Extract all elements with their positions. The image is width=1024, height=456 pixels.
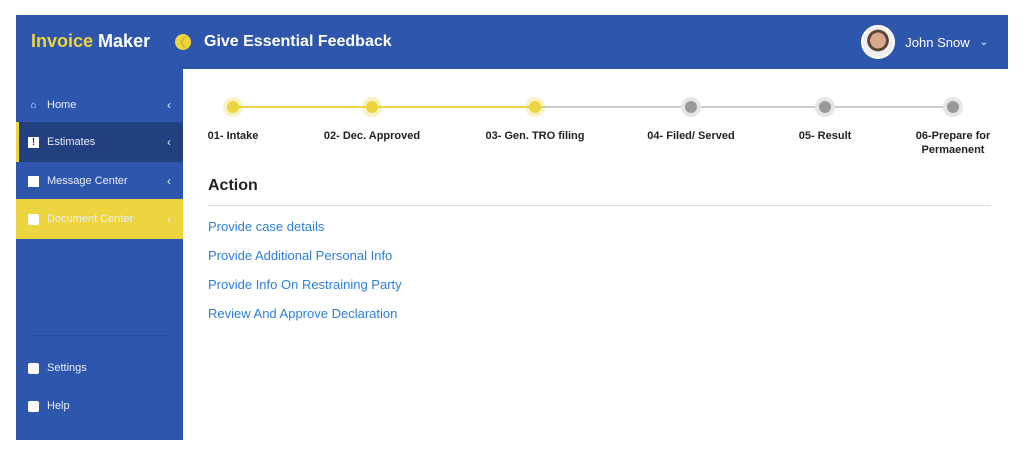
step-dot[interactable] [943,97,963,117]
step-label: 01- Intake [207,130,259,142]
step-label: 03- Gen. TRO filing [485,130,585,142]
sidebar-item-message-center[interactable]: Message Center ‹ [16,162,183,200]
chat-icon [28,175,39,187]
user-name: John Snow [905,34,970,50]
step-label: 06-Prepare for Permaenent [915,130,991,156]
link-restraining-party-info[interactable]: Provide Info On Restraining Party [208,277,402,292]
sidebar-item-estimates[interactable]: ! Estimates ‹ [16,122,183,162]
step-label: 05- Result [798,130,852,142]
alert-message-icon: ! [28,136,39,148]
chevron-left-icon: ‹ [167,135,171,149]
step-dot[interactable] [815,97,835,117]
sidebar-item-settings[interactable]: Settings [16,349,183,387]
step-connector [535,106,691,108]
sidebar: ⌂ Home ‹ ! Estimates ‹ Message Center ‹ Docum… [16,69,183,440]
home-icon: ⌂ [30,99,37,111]
clipboard-icon [28,400,39,412]
chevron-left-icon: ‹ [167,174,171,188]
user-menu[interactable]: John Snow ⌄ [861,25,988,59]
step-label: 04- Filed/ Served [647,130,735,142]
header: Invoice Maker ❮ Give Essential Feedback … [16,15,1008,69]
clipboard-icon [28,362,39,374]
main-content: 01- Intake 02- Dec. Approved 03- Gen. TRO … [183,69,1008,440]
step-connector [233,106,372,108]
logo[interactable]: Invoice Maker [31,31,151,51]
step-dot[interactable] [223,97,243,117]
step-label: 02- Dec. Approved [323,130,421,142]
document-icon [28,213,39,225]
chevron-down-icon: ⌄ [979,36,988,48]
link-review-declaration[interactable]: Review And Approve Declaration [208,306,398,321]
chevron-left-icon: ‹ [167,212,171,226]
app-window: Invoice Maker ❮ Give Essential Feedback … [16,15,1008,440]
step-connector [691,106,825,108]
link-additional-personal-info[interactable]: Provide Additional Personal Info [208,248,393,263]
step-connector [372,106,535,108]
page-title: Give Essential Feedback [204,33,392,50]
back-button[interactable]: ❮ [175,34,191,50]
divider [32,335,168,336]
step-dot[interactable] [362,97,382,117]
step-dot[interactable] [525,97,545,117]
step-connector [825,106,953,108]
chevron-left-icon: ❮ [178,36,188,48]
sidebar-item-help[interactable]: Help [16,387,183,425]
chevron-left-icon: ‹ [167,98,171,112]
link-provide-case-details[interactable]: Provide case details [208,219,325,234]
sidebar-item-home[interactable]: ⌂ Home ‹ [16,86,183,124]
action-heading: Action [208,177,258,194]
avatar [861,25,896,59]
divider [208,205,991,206]
step-dot[interactable] [681,97,701,117]
sidebar-item-document-center[interactable]: Document Center ‹ [16,199,183,239]
